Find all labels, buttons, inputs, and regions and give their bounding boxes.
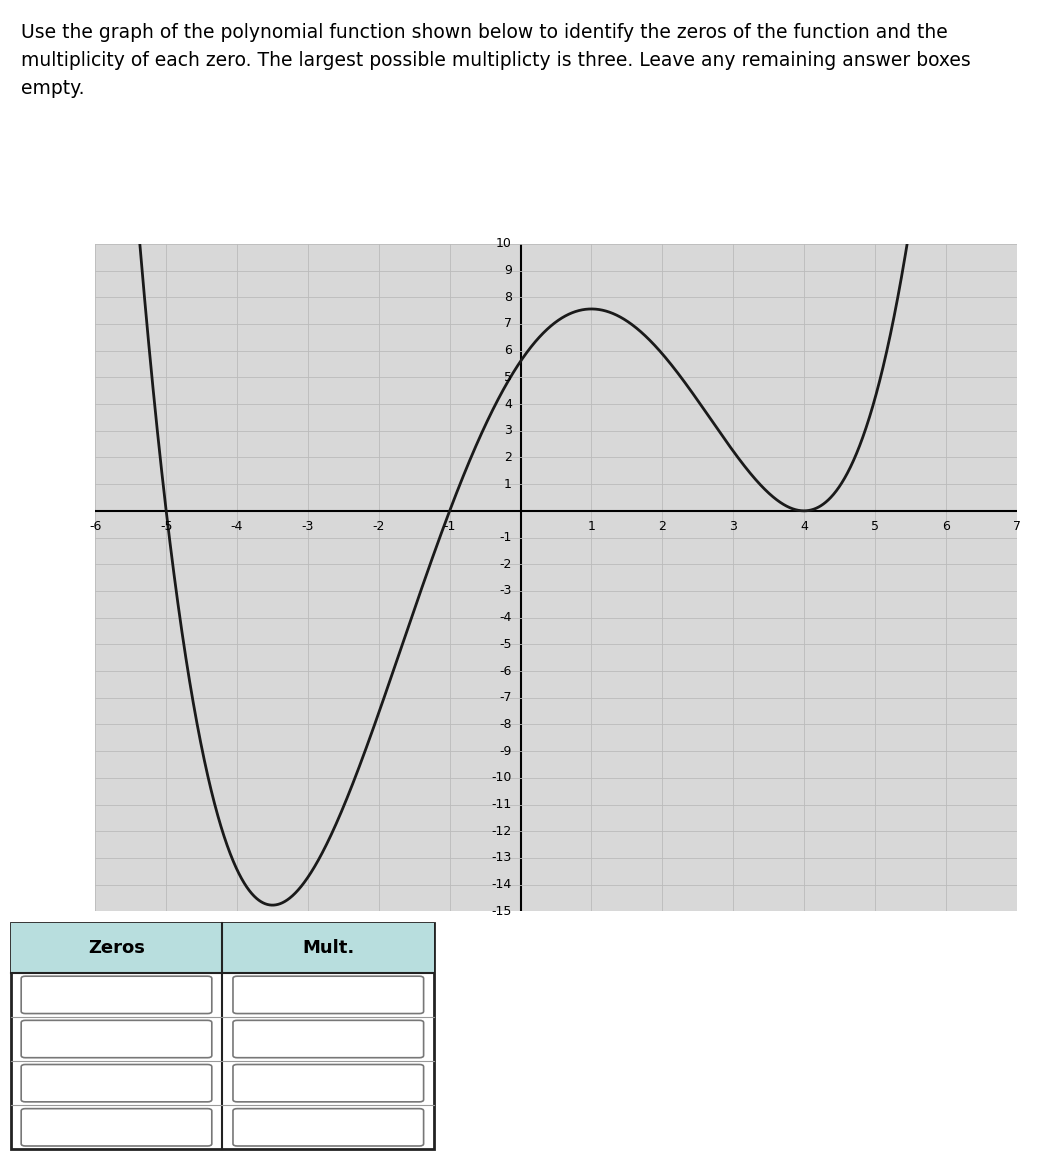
Text: 3: 3	[504, 424, 513, 438]
Text: -1: -1	[500, 531, 513, 545]
FancyBboxPatch shape	[21, 1065, 212, 1102]
Bar	[11, 923, 222, 973]
Text: -13: -13	[491, 851, 513, 865]
Text: Mult.: Mult.	[302, 939, 355, 957]
Text: 4: 4	[801, 520, 808, 533]
Text: -2: -2	[373, 520, 385, 533]
FancyBboxPatch shape	[21, 976, 212, 1014]
Text: 10: 10	[497, 237, 513, 251]
FancyBboxPatch shape	[233, 976, 424, 1014]
Bar	[222, 923, 434, 973]
Text: -9: -9	[500, 744, 513, 758]
Text: 1: 1	[504, 477, 513, 491]
Text: 3: 3	[730, 520, 737, 533]
Text: Zeros: Zeros	[88, 939, 145, 957]
Text: -4: -4	[231, 520, 244, 533]
FancyBboxPatch shape	[21, 1021, 212, 1058]
Text: 7: 7	[504, 317, 513, 331]
Text: -10: -10	[491, 771, 513, 785]
Text: 5: 5	[504, 370, 513, 384]
Text: -15: -15	[491, 904, 513, 918]
Text: 4: 4	[504, 397, 513, 411]
Text: -5: -5	[500, 637, 513, 651]
FancyBboxPatch shape	[233, 1021, 424, 1058]
FancyBboxPatch shape	[233, 1065, 424, 1102]
Text: -2: -2	[500, 557, 513, 571]
Text: -3: -3	[500, 584, 513, 598]
FancyBboxPatch shape	[21, 1109, 212, 1146]
Text: -6: -6	[89, 520, 102, 533]
Text: -14: -14	[491, 878, 513, 892]
Text: -8: -8	[500, 717, 513, 731]
Text: -4: -4	[500, 611, 513, 625]
Text: -7: -7	[500, 691, 513, 705]
Text: 1: 1	[588, 520, 595, 533]
Text: -5: -5	[160, 520, 173, 533]
Text: -3: -3	[302, 520, 315, 533]
Text: 8: 8	[504, 290, 513, 304]
Text: Use the graph of the polynomial function shown below to identify the zeros of th: Use the graph of the polynomial function…	[21, 22, 971, 98]
Text: -11: -11	[491, 798, 513, 812]
FancyBboxPatch shape	[233, 1109, 424, 1146]
Text: 6: 6	[941, 520, 950, 533]
Text: 6: 6	[504, 344, 513, 358]
Text: -6: -6	[500, 664, 513, 678]
Text: 5: 5	[870, 520, 879, 533]
Text: -12: -12	[491, 824, 513, 838]
Text: 2: 2	[504, 450, 513, 464]
Text: 2: 2	[659, 520, 666, 533]
Text: 9: 9	[504, 264, 513, 277]
Text: -1: -1	[444, 520, 455, 533]
Text: 7: 7	[1012, 520, 1021, 533]
